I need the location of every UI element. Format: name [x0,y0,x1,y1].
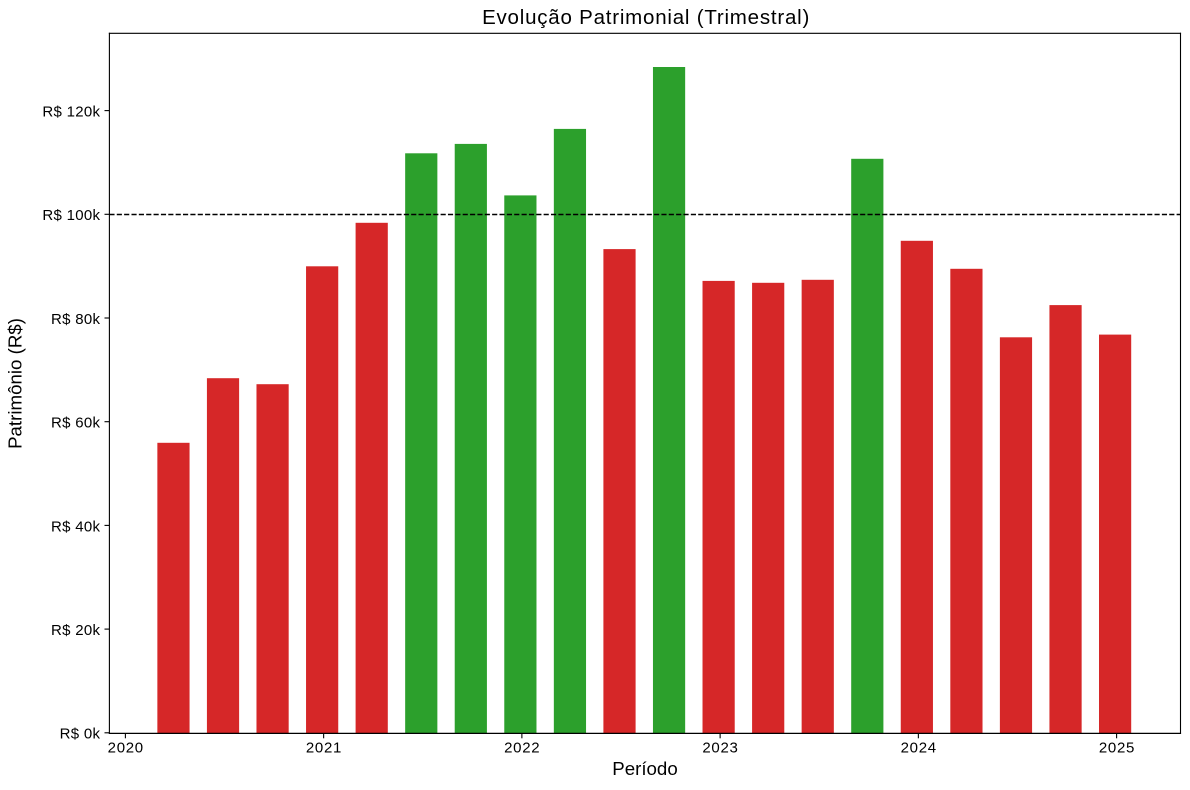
svg-text:R$ 20k: R$ 20k [51,622,101,639]
svg-text:R$ 40k: R$ 40k [51,518,101,535]
svg-text:2022: 2022 [504,740,540,757]
svg-text:2020: 2020 [108,740,144,757]
svg-text:2025: 2025 [1099,740,1135,757]
svg-text:R$ 60k: R$ 60k [51,415,101,432]
svg-text:R$ 100k: R$ 100k [42,207,100,224]
svg-text:R$ 120k: R$ 120k [42,104,100,121]
svg-text:2024: 2024 [901,740,937,757]
svg-text:2023: 2023 [702,740,738,757]
svg-text:Evolução Patrimonial (Trimestr: Evolução Patrimonial (Trimestral) [482,6,810,29]
svg-text:Período: Período [612,758,677,779]
svg-text:R$ 0k: R$ 0k [60,726,101,743]
svg-text:2021: 2021 [306,740,342,757]
svg-text:Patrimônio (R$): Patrimônio (R$) [5,318,26,449]
svg-text:R$ 80k: R$ 80k [51,311,101,328]
